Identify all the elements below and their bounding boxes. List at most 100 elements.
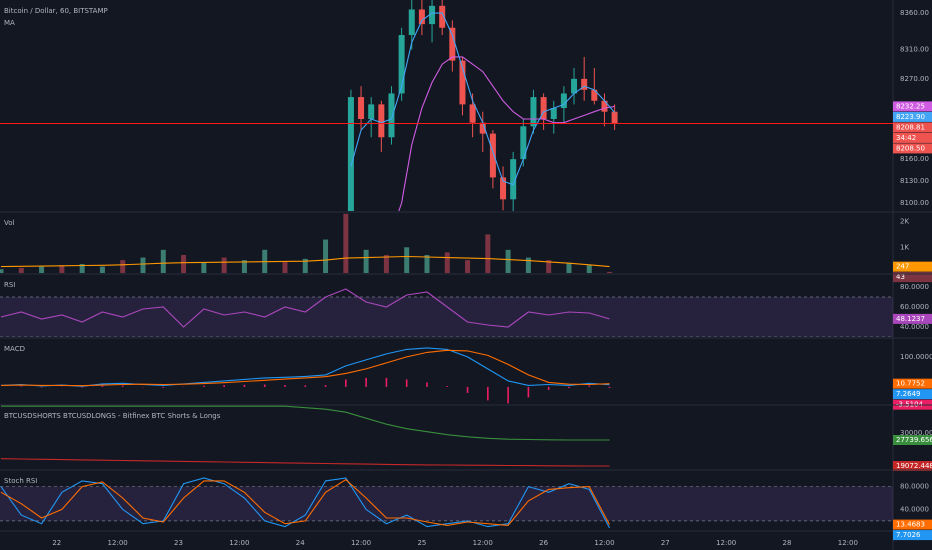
x-tick-label: 26 xyxy=(539,539,548,547)
candle-body xyxy=(591,89,598,101)
pane-title: MACD xyxy=(4,345,25,353)
bar xyxy=(444,252,450,273)
bar xyxy=(365,377,367,387)
candle-body xyxy=(611,111,618,124)
axis-value-label: 27739.6564 xyxy=(896,436,932,444)
bar xyxy=(223,385,225,387)
axis-value-bg xyxy=(893,122,932,133)
bar xyxy=(424,254,430,273)
y-tick-label: 2K xyxy=(900,218,909,226)
axis-value-label: 43 xyxy=(896,273,905,281)
bar xyxy=(263,384,266,387)
x-tick-label: 23 xyxy=(174,539,183,547)
bar xyxy=(588,385,591,387)
series-line xyxy=(0,255,610,268)
series-line xyxy=(1,405,610,441)
bar xyxy=(221,257,227,273)
pane xyxy=(0,288,893,337)
y-tick-label: 8270.00 xyxy=(900,75,929,83)
bar xyxy=(568,386,570,389)
bar xyxy=(40,386,43,388)
y-tick-label: 8100.00 xyxy=(900,199,929,207)
axis-value-label: 10.7752 xyxy=(896,380,925,388)
bar xyxy=(99,266,105,273)
candle-body xyxy=(510,159,517,200)
bar xyxy=(586,265,592,273)
axis-value-bg xyxy=(893,461,932,472)
axis-value-bg xyxy=(893,435,932,446)
bar xyxy=(181,254,187,273)
axis-value-label: 8223.90 xyxy=(896,113,925,121)
x-tick-label: 12:00 xyxy=(594,539,614,547)
bar xyxy=(201,262,207,273)
bar xyxy=(385,377,388,387)
axis-value-bg xyxy=(893,111,932,122)
bar xyxy=(485,234,491,273)
series-line xyxy=(350,12,616,186)
bar xyxy=(101,385,104,387)
candle-body xyxy=(408,9,415,36)
bar xyxy=(607,271,613,273)
y-tick-label: 80.0000 xyxy=(900,283,929,291)
pane xyxy=(0,347,611,404)
pane xyxy=(0,213,613,273)
candle-body xyxy=(540,97,547,120)
x-tick-label: 12:00 xyxy=(716,539,736,547)
candle-body xyxy=(358,97,365,120)
x-tick-label: 25 xyxy=(417,539,426,547)
pane-title: Bitcoin / Dollar, 60, BITSTAMP xyxy=(4,7,108,15)
pane xyxy=(0,477,893,529)
bar xyxy=(20,386,23,387)
axis-value-label: 19072.4480 xyxy=(896,462,932,470)
bar xyxy=(566,262,572,273)
bar xyxy=(465,260,471,273)
x-tick-label: 24 xyxy=(296,539,305,547)
candle-body xyxy=(347,97,354,211)
bar xyxy=(383,254,389,273)
candle-body xyxy=(429,5,436,25)
candle-body xyxy=(378,104,385,138)
candle-body xyxy=(388,93,395,138)
series-line xyxy=(398,56,615,211)
candle-body xyxy=(469,104,476,123)
candle-body xyxy=(571,78,578,94)
bar xyxy=(81,386,83,388)
axis-value-label: 8232.25 xyxy=(896,102,925,110)
band xyxy=(0,297,893,337)
bar xyxy=(466,386,469,393)
axis-value-label: 13.4683 xyxy=(896,521,925,529)
pane-title: Stoch RSI xyxy=(4,477,37,485)
axis-value-label: 7.2649 xyxy=(896,390,921,398)
pane-subtitle: MA xyxy=(4,19,15,27)
x-tick-label: 22 xyxy=(52,539,61,547)
series-line xyxy=(0,458,610,467)
series-line xyxy=(0,349,610,387)
bar xyxy=(140,257,146,273)
pane-title: Vol xyxy=(4,219,15,227)
bar xyxy=(505,249,511,273)
bar xyxy=(487,386,489,401)
y-tick-label: 8360.00 xyxy=(900,9,929,17)
bar xyxy=(426,382,428,387)
candle-body xyxy=(560,93,567,109)
bar xyxy=(162,386,165,388)
candle-body xyxy=(449,27,456,61)
bar xyxy=(547,386,550,390)
candle-body xyxy=(489,133,496,178)
y-tick-label: 30000.0000 xyxy=(900,429,932,437)
series-line xyxy=(0,477,610,529)
bar xyxy=(284,385,286,387)
axis-value-bg xyxy=(893,530,932,541)
bar xyxy=(345,379,347,387)
bar xyxy=(79,263,85,273)
axis-value-bg xyxy=(893,143,932,154)
pane xyxy=(0,405,610,467)
axis-value-bg xyxy=(893,261,932,272)
bar xyxy=(324,385,327,387)
bar xyxy=(59,265,65,273)
y-tick-label: 8160.00 xyxy=(900,155,929,163)
candle-body xyxy=(398,35,405,94)
y-tick-label: 40.0000 xyxy=(900,505,929,513)
bar xyxy=(525,257,531,273)
bar xyxy=(39,266,45,273)
